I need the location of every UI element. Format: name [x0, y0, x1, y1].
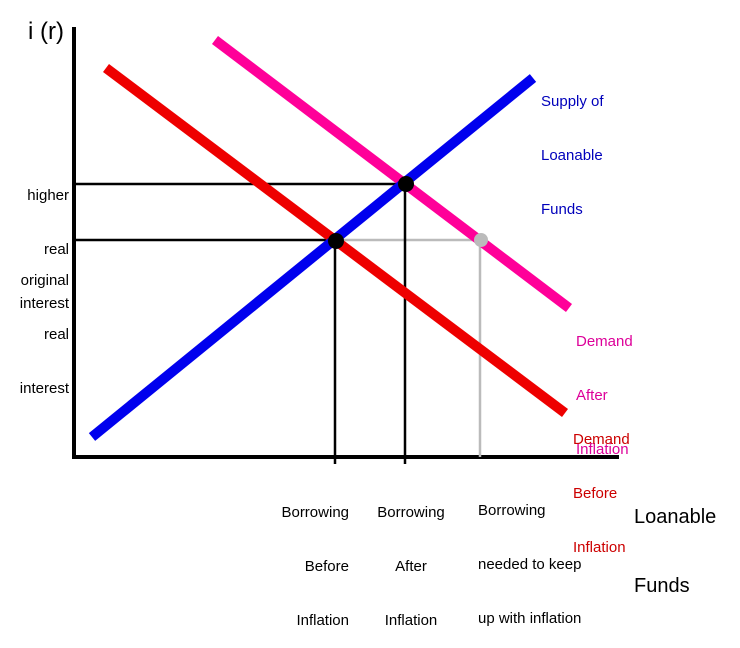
label-line: Inflation [573, 539, 626, 556]
label-line: Before [304, 558, 349, 575]
label-line: Before [573, 485, 618, 502]
label-line: up with inflation [478, 610, 582, 627]
original-real-interest-label: original real interest [20, 236, 69, 416]
label-line: Inflation [384, 612, 438, 629]
new-equilibrium-point [398, 176, 414, 192]
label-line: needed to keep [478, 556, 582, 573]
label-line: Demand [576, 333, 633, 350]
label-line: original [20, 272, 69, 289]
label-line: higher [27, 187, 69, 204]
x-axis-label-line: Loanable [634, 506, 717, 528]
original-equilibrium-point [328, 233, 344, 249]
label-line: After [576, 387, 608, 404]
label-line: Supply of [541, 93, 604, 110]
x-axis-label-line: Funds [634, 575, 690, 597]
label-line: Borrowing [281, 504, 349, 521]
demand-after-curve-label: Demand After Inflation [576, 297, 633, 477]
label-line: Borrowing [478, 502, 546, 519]
needed-borrowing-point [474, 233, 488, 247]
higher-real-interest-label: higher real interest [20, 151, 69, 331]
label-line: Funds [541, 201, 583, 218]
label-line: real [43, 326, 69, 343]
borrowing-needed-label: Borrowing needed to keep up with inflati… [478, 466, 581, 646]
label-line: real [43, 241, 69, 258]
supply-curve-label: Supply of Loanable Funds [541, 57, 604, 237]
label-line: Loanable [541, 147, 603, 164]
demand-before-curve-label: Demand Before Inflation [573, 395, 630, 575]
label-line: interest [19, 380, 69, 397]
loanable-funds-chart [72, 27, 619, 464]
borrowing-after-inflation-label: Borrowing After Inflation [366, 468, 456, 648]
label-line: interest [19, 295, 69, 312]
borrowing-before-inflation-label: Borrowing Before Inflation [281, 468, 349, 648]
label-line: Demand [573, 431, 630, 448]
label-line: After [395, 558, 427, 575]
demand-after-curve [211, 36, 573, 312]
supply-curve [88, 74, 537, 441]
label-line: Borrowing [377, 504, 445, 521]
x-axis-label: Loanable Funds [634, 460, 716, 621]
label-line: Inflation [576, 441, 629, 458]
y-axis-label: i (r) [28, 18, 64, 45]
label-line: Inflation [296, 612, 349, 629]
